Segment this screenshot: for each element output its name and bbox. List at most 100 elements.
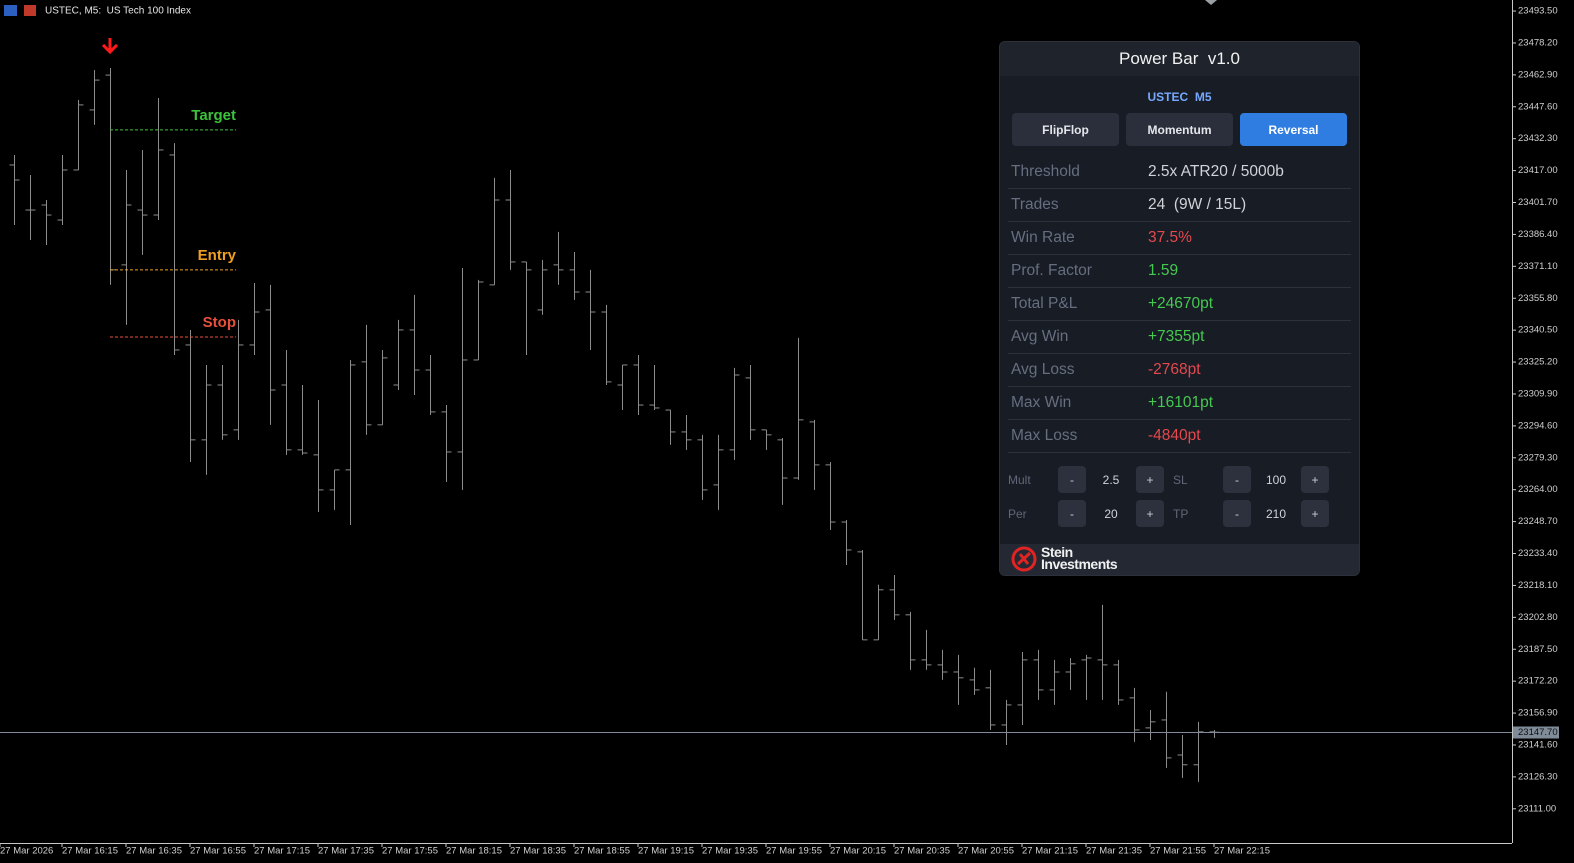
x-tick-label: 27 Mar 18:35 [510, 846, 566, 857]
x-tick-label: 27 Mar 16:55 [190, 846, 246, 857]
y-tick-label: 23126.30 [1518, 771, 1558, 782]
plus-button[interactable]: + [1301, 466, 1329, 493]
stat-label: Prof. Factor [1011, 262, 1092, 279]
stat-value: 1.59 [1148, 262, 1179, 279]
y-tick-label: 23218.10 [1518, 580, 1558, 591]
mode-button[interactable]: Momentum [1126, 113, 1233, 146]
y-tick-label: 23371.10 [1518, 261, 1558, 272]
stat-label: Total P&L [1011, 295, 1078, 312]
control-value: 20 [1104, 506, 1118, 521]
level-label: Target [191, 107, 236, 124]
y-tick-label: 23432.30 [1518, 133, 1558, 144]
y-tick-label: 23355.80 [1518, 293, 1558, 304]
stat-value: +24670pt [1148, 295, 1214, 312]
stat-value: +16101pt [1148, 394, 1214, 411]
current-price-label: 23147.70 [1518, 727, 1558, 738]
control: Mult - 2.5 + [1008, 466, 1164, 493]
stat-label: Avg Loss [1011, 361, 1075, 378]
plus-button[interactable]: + [1136, 466, 1164, 493]
power-bar-panel: Power Bar v1.0 USTEC M5 FlipFlop Momentum… [999, 41, 1360, 576]
stat-row: Total P&L +24670pt [1008, 288, 1351, 321]
mode-buttons: FlipFlop Momentum Reversal [1012, 113, 1347, 146]
y-tick-label: 23309.90 [1518, 388, 1558, 399]
y-tick-label: 23417.00 [1518, 165, 1558, 176]
panel-title: Power Bar v1.0 [1000, 42, 1359, 76]
y-tick-label: 23340.50 [1518, 325, 1558, 336]
control-value: 210 [1265, 506, 1287, 521]
panel-footer: Stein Investments [1000, 544, 1359, 575]
y-tick-label: 23493.50 [1518, 6, 1558, 17]
y-tick-label: 23462.90 [1518, 69, 1558, 80]
signal-arrow [101, 37, 119, 55]
stat-row: Avg Loss -2768pt [1008, 354, 1351, 387]
y-tick-label: 23401.70 [1518, 197, 1558, 208]
x-tick-label: 27 Mar 20:55 [958, 846, 1014, 857]
stat-row: Max Loss -4840pt [1008, 420, 1351, 453]
minus-button[interactable]: - [1223, 500, 1251, 527]
control-label: SL [1173, 472, 1188, 487]
x-tick-label: 27 Mar 19:15 [638, 846, 694, 857]
scroll-marker [1205, 0, 1217, 5]
y-tick-label: 23279.30 [1518, 452, 1558, 463]
stats-table: Threshold 2.5x ATR20 / 5000b Trades 24 (9W … [1008, 156, 1351, 453]
y-tick-label: 23447.60 [1518, 101, 1558, 112]
x-tick-label: 27 Mar 19:35 [702, 846, 758, 857]
stat-row: Max Win +16101pt [1008, 387, 1351, 420]
control: TP -210 + [1173, 500, 1329, 527]
x-tick-label: 27 Mar 17:15 [254, 846, 310, 857]
y-tick-label: 23325.20 [1518, 357, 1558, 368]
minus-button[interactable]: - [1223, 466, 1251, 493]
y-tick-label: 23156.90 [1518, 708, 1558, 719]
y-tick-label: 23264.00 [1518, 484, 1558, 495]
y-tick-label: 23111.00 [1518, 803, 1556, 814]
stat-label: Trades [1011, 196, 1059, 213]
stat-value: +7355pt [1148, 328, 1205, 345]
x-tick-label: 27 Mar 16:35 [126, 846, 182, 857]
mode-button[interactable]: Reversal [1240, 113, 1347, 146]
y-tick-label: 23202.80 [1518, 612, 1558, 623]
plus-button[interactable]: + [1136, 500, 1164, 527]
control-label: Per [1008, 506, 1027, 521]
control-label: Mult [1008, 472, 1031, 487]
x-tick-label: 27 Mar 18:15 [446, 846, 502, 857]
minus-button[interactable]: - [1058, 466, 1086, 493]
brand-line: Stein [1041, 544, 1073, 560]
stat-label: Win Rate [1011, 229, 1075, 246]
window-icon [4, 5, 17, 16]
x-tick-label: 27 Mar 19:55 [766, 846, 822, 857]
stat-value: 24 (9W / 15L) [1148, 196, 1247, 213]
x-tick-label: 27 Mar 21:55 [1150, 846, 1206, 857]
level-label: Entry [198, 247, 237, 264]
stat-value: -4840pt [1148, 427, 1201, 444]
stat-label: Threshold [1011, 163, 1080, 180]
panel-symbol: USTEC M5 [1147, 90, 1212, 104]
y-tick-label: 23172.20 [1518, 676, 1558, 687]
x-tick-label: 27 Mar 20:15 [830, 846, 886, 857]
stat-label: Max Loss [1011, 427, 1078, 444]
x-tick-label: 27 Mar 21:35 [1086, 846, 1142, 857]
y-tick-label: 23187.50 [1518, 644, 1558, 655]
x-tick-label: 27 Mar 17:55 [382, 846, 438, 857]
control-value: 100 [1265, 472, 1287, 487]
mode-button[interactable]: FlipFlop [1012, 113, 1119, 146]
x-tick-label: 27 Mar 20:35 [894, 846, 950, 857]
stat-row: Prof. Factor 1.59 [1008, 255, 1351, 288]
stat-value: 37.5% [1148, 229, 1192, 246]
current-price-box [1513, 726, 1559, 739]
control-label: TP [1173, 506, 1189, 521]
level-label: Stop [203, 314, 236, 331]
minus-button[interactable]: - [1058, 500, 1086, 527]
brand-name: Stein Investments [1041, 544, 1118, 571]
plus-button[interactable]: + [1301, 500, 1329, 527]
brand-logo [1011, 546, 1037, 572]
y-tick-label: 23248.70 [1518, 516, 1558, 527]
control: Per - 20 + [1008, 500, 1164, 527]
stat-row: Threshold 2.5x ATR20 / 5000b [1008, 156, 1351, 189]
control-value: 2.5 [1102, 472, 1120, 487]
stat-label: Avg Win [1011, 328, 1069, 345]
y-tick-label: 23141.60 [1518, 739, 1558, 750]
window-icon [24, 5, 36, 16]
x-tick-label: 27 Mar 21:15 [1022, 846, 1078, 857]
